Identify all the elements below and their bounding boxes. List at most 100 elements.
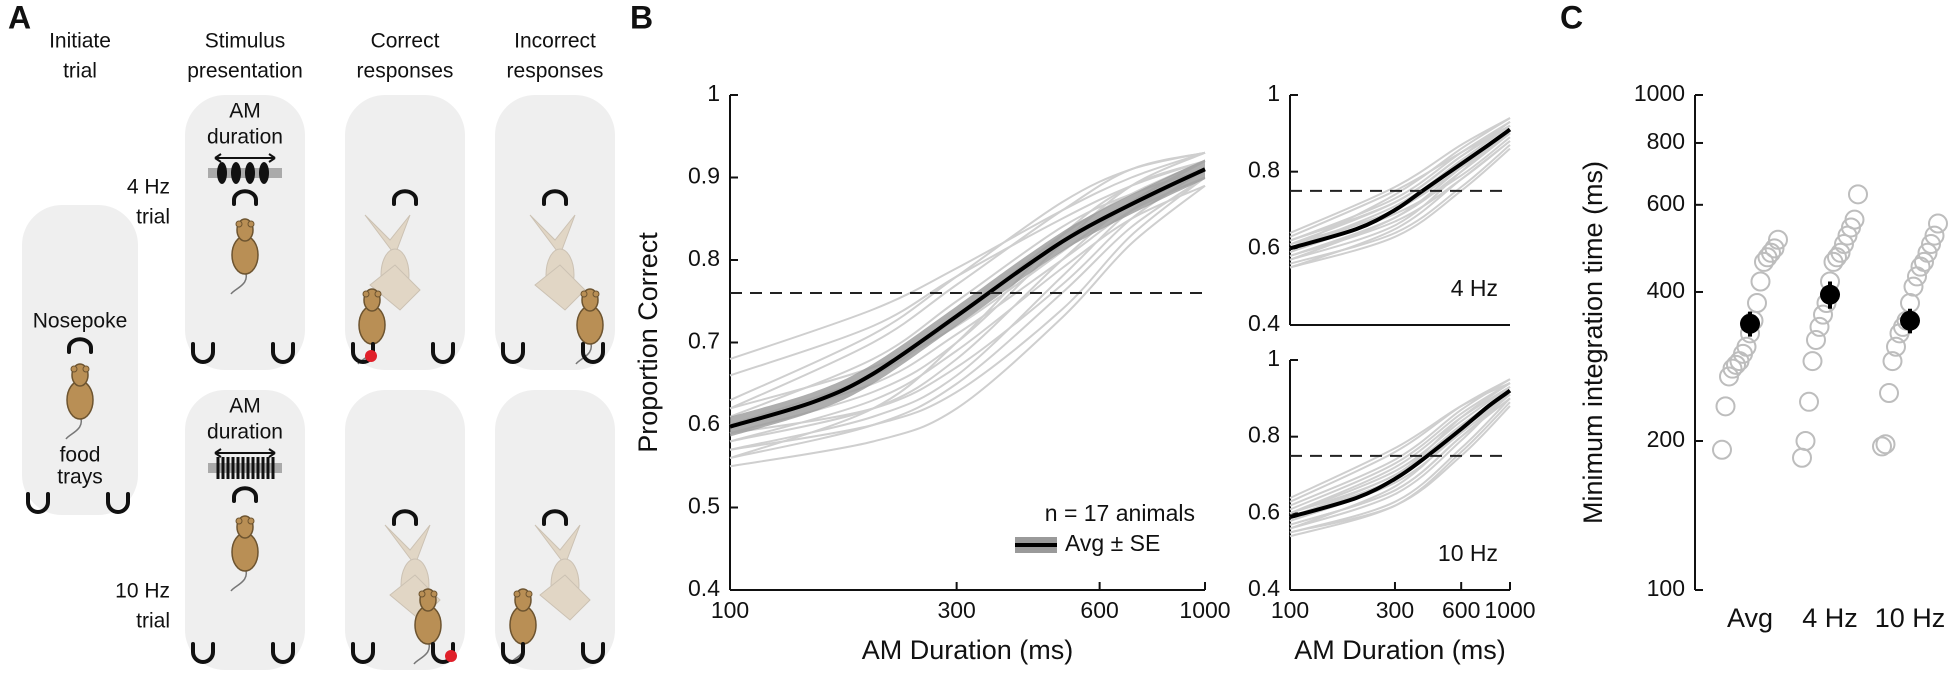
y-tick-label: 200 [1647,426,1685,452]
animal-curve [1289,147,1511,269]
y-tick-label: 800 [1647,128,1685,154]
animal-point [1747,293,1767,314]
animal-point [1764,238,1785,259]
column-header: trial [63,60,97,83]
arrow [214,448,276,458]
animal-curve [1289,397,1511,534]
mean-curve [729,167,1206,429]
animal-point [1886,336,1906,357]
mean-curve [1289,389,1512,520]
panel-label: A [8,0,31,35]
y-tick-label: 0.8 [1248,422,1280,448]
animal-point [1875,434,1896,455]
legend-label: Avg ± SE [1065,530,1160,556]
animal-curve [1289,132,1511,250]
panel-label: C [1560,0,1583,35]
mean-point [1900,310,1920,331]
column-header: Correct [371,30,440,53]
column-header: responses [507,60,604,83]
y-tick-label: 1 [1267,345,1280,371]
animal-curve [1289,140,1511,257]
x-tick-label: Avg [1727,603,1773,633]
y-tick-label: 0.8 [688,245,720,271]
animal-point [1712,439,1732,460]
animal-point [1928,213,1948,234]
animal-point [1882,351,1903,372]
animal-point [1750,271,1771,292]
nosepoke-label: Nosepoke [33,310,128,333]
animal-curve [729,151,1206,410]
animal-point [1715,396,1736,417]
stimulus-bar [208,463,282,473]
column-header: presentation [187,60,303,83]
animal-curve [1289,382,1511,499]
animal-point [1736,336,1757,357]
y-tick-label: 1 [707,80,720,106]
animal-point [1802,351,1823,372]
animal-point [1722,358,1743,379]
x-tick-label: 100 [1271,597,1309,623]
animal-curve [1289,382,1511,511]
y-tick-label: 400 [1647,277,1685,303]
row-label: 10 Hz [115,580,170,603]
arrow [214,153,276,163]
mean-point [1740,313,1760,334]
reward [365,350,377,362]
y-tick-label: 600 [1647,190,1685,216]
animal-point [1872,436,1892,457]
animal-curve [1289,144,1511,265]
animal-curve [1289,124,1511,238]
column-header: Incorrect [514,30,596,53]
am-duration-label: duration [207,126,283,149]
animal-curve [729,168,1206,435]
animal-curve [1289,132,1511,257]
panel-condition-label: 4 Hz [1451,275,1498,301]
animal-curve [1289,378,1511,503]
column-header: Stimulus [205,30,286,53]
animal-curve [1289,386,1511,515]
legend-title: n = 17 animals [1045,500,1195,526]
animal-curve [1289,401,1511,538]
y-tick-label: 0.8 [1248,157,1280,183]
x-tick-label: 1000 [1179,597,1230,623]
y-tick-label: 0.7 [688,328,720,354]
column-header: responses [357,60,454,83]
animal-point [1879,383,1899,404]
am-stimulus [217,162,269,184]
row-4hz: AM duration [185,95,615,370]
mean-point [1820,284,1840,305]
x-tick-label: 100 [711,597,749,623]
animal-point [1795,430,1816,451]
am-stimulus [216,457,275,479]
animal-curve [729,160,1206,459]
x-tick-label: 10 Hz [1875,603,1946,633]
x-axis-title: AM Duration (ms) [862,635,1074,665]
y-axis-title: Proportion Correct [633,232,663,453]
animal-point [1813,304,1833,325]
animal-curve [1289,124,1511,246]
arena [345,390,465,670]
y-tick-label: 0.6 [688,410,720,436]
animal-point [1903,276,1924,297]
animal-curve [729,176,1206,459]
row-label: trial [136,610,170,633]
x-tick-label: 300 [937,597,975,623]
animal-curve [1289,405,1511,534]
x-axis-title: AM Duration (ms) [1294,635,1506,665]
x-tick-label: 600 [1442,597,1480,623]
animal-point [1834,234,1854,255]
animal-point [1799,391,1819,412]
y-tick-label: 0.6 [1248,233,1280,259]
y-tick-label: 0.4 [1248,310,1280,336]
panel-label: B [630,0,653,35]
animal-point [1924,225,1945,246]
x-tick-label: 600 [1080,597,1118,623]
reward [445,650,457,662]
animal-curve [1289,385,1511,515]
animal-point [1792,447,1812,468]
animal-point [1848,184,1868,205]
y-tick-label: 100 [1647,575,1685,601]
y-tick-label: 0.5 [688,493,720,519]
